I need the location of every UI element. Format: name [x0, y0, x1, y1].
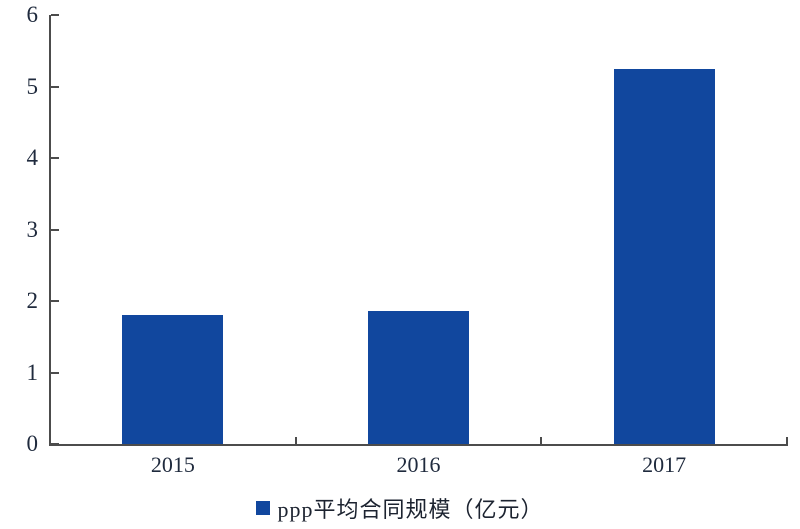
y-tick-label: 4 — [26, 145, 39, 170]
bar-2015 — [122, 315, 224, 444]
x-tick — [786, 437, 788, 444]
y-tick-label: 5 — [26, 73, 39, 99]
y-tick-label: 6 — [26, 2, 39, 27]
legend-swatch — [256, 501, 271, 515]
y-tick — [51, 157, 59, 159]
bar-2016 — [368, 311, 469, 444]
y-tick-label: 3 — [26, 216, 39, 242]
y-tick — [51, 228, 59, 231]
x-axis-line — [49, 444, 788, 446]
y-tick — [51, 443, 59, 445]
x-tick-label: 2017 — [642, 452, 687, 477]
x-tick-label: 2016 — [396, 452, 441, 477]
y-tick — [51, 85, 59, 88]
x-tick — [540, 437, 543, 444]
x-tick — [294, 437, 297, 444]
y-tick-label: 2 — [26, 288, 39, 313]
y-tick — [51, 300, 59, 302]
y-axis-line — [49, 15, 51, 446]
y-tick — [51, 14, 59, 16]
y-tick-label: 1 — [26, 359, 39, 385]
bar-2017 — [613, 68, 715, 444]
legend-label: ppp平均合同规模（亿元） — [277, 497, 544, 522]
x-tick-label: 2015 — [150, 452, 195, 477]
y-tick-label: 0 — [26, 431, 39, 456]
y-tick — [51, 371, 59, 374]
legend: ppp平均合同规模（亿元） — [0, 492, 800, 524]
